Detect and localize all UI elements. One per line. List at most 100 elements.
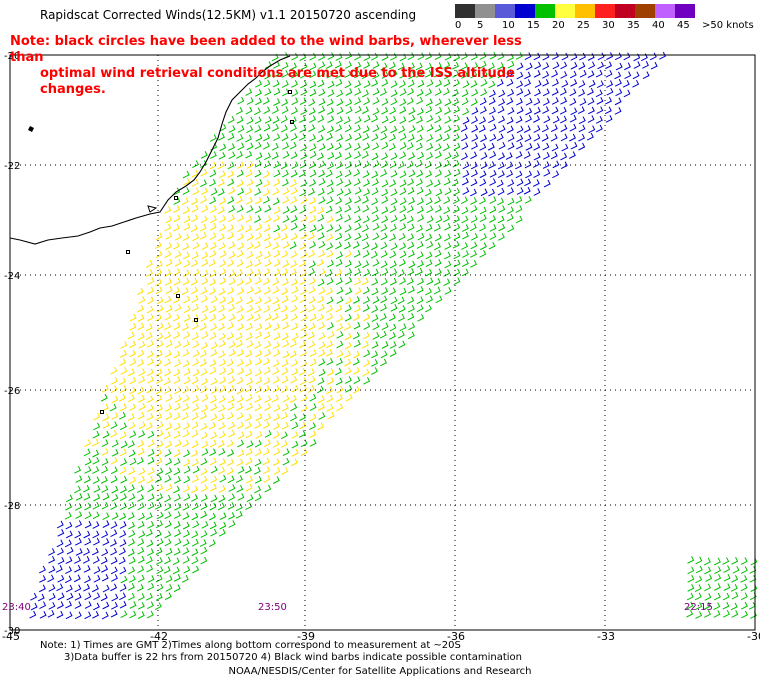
wind-barb [298,430,306,438]
wind-barb [237,125,245,133]
wind-barb [389,133,396,142]
wind-barb [217,413,225,422]
wind-barb [199,539,207,547]
wind-barb [371,341,379,349]
wind-barb [480,152,488,160]
wind-barb [57,556,65,565]
wind-barb [398,305,406,313]
wind-barb [408,71,416,80]
wind-barb [317,422,325,431]
wind-barb [264,296,272,305]
wind-barb [335,268,343,277]
wind-barb [192,187,200,196]
wind-barb [363,349,371,358]
wind-barb [137,538,145,547]
wind-barb [533,70,541,78]
wind-barb [191,440,199,449]
wind-barb [145,592,153,601]
wind-barb [615,62,623,71]
wind-barb [470,169,478,178]
wind-barb [470,241,478,250]
wind-barb [426,205,434,214]
wind-barb [399,205,407,214]
wind-barb [281,61,289,70]
wind-barb [371,278,379,286]
wind-barb [623,89,631,98]
wind-barb [110,366,118,375]
wind-barb [722,601,730,610]
wind-barb [146,476,154,484]
wind-barb [165,242,173,250]
wind-barb [390,296,398,305]
wind-barb [309,134,316,142]
wind-barb [263,377,271,385]
wind-barb [344,241,351,250]
wind-barb [686,601,694,610]
wind-barb [191,197,199,206]
wind-barb [165,467,173,476]
wind-barb [497,197,505,206]
wind-barb [227,458,235,467]
wind-barb [182,339,190,348]
wind-barb [471,107,479,115]
longitude-label: -30 [747,630,760,643]
wind-barb [254,421,262,429]
wind-barb [246,178,254,187]
wind-barb [408,125,416,133]
wind-barb [56,520,64,529]
wind-barb [201,242,209,250]
wind-barb [714,573,722,582]
wind-barb [200,385,208,394]
wind-barb [263,268,271,276]
wind-barb [128,583,135,591]
wind-barb [199,349,207,358]
wind-barb [397,62,405,71]
wind-barb [444,107,451,115]
wind-barb [146,564,154,573]
wind-barb [352,357,360,366]
wind-barb [65,521,73,530]
wind-barb [298,169,306,178]
wind-barb [381,152,388,161]
wind-barb [344,142,352,151]
wind-barb [191,538,199,547]
wind-barb [299,223,306,232]
wind-barb [353,376,361,384]
wind-barb [155,376,163,384]
wind-barb [578,142,586,151]
wind-barb [560,61,568,70]
wind-barb [370,250,378,259]
wind-barb [48,601,56,610]
wind-barb [723,583,731,591]
wind-barb [246,97,254,105]
wind-barb [560,124,568,133]
legend-swatch [555,4,575,18]
wind-barb [155,448,162,457]
wind-barb [425,259,433,268]
wind-barb [532,160,540,168]
wind-barb [435,215,443,224]
wind-barb [399,323,407,332]
wind-barb [327,125,335,134]
wind-barb [145,422,153,431]
wind-barb [191,449,198,457]
wind-barb [300,214,308,223]
wind-barb [182,512,190,520]
wind-barb [516,71,524,80]
wind-barb [299,421,307,430]
wind-barb [119,547,126,556]
wind-barb [74,537,82,546]
wind-barb [489,106,496,115]
wind-barb [236,179,244,188]
wind-barb [182,349,190,357]
wind-barb [210,413,218,422]
wind-barb [398,258,406,267]
wind-barb [435,295,443,304]
wind-barb [577,106,585,115]
wind-barb [694,584,702,592]
footer-line-1: Note: 1) Times are GMT 2)Times along bot… [40,640,461,651]
wind-barb [362,304,370,312]
wind-barb [84,502,92,511]
legend-swatch [495,4,515,18]
wind-barb [156,467,164,476]
